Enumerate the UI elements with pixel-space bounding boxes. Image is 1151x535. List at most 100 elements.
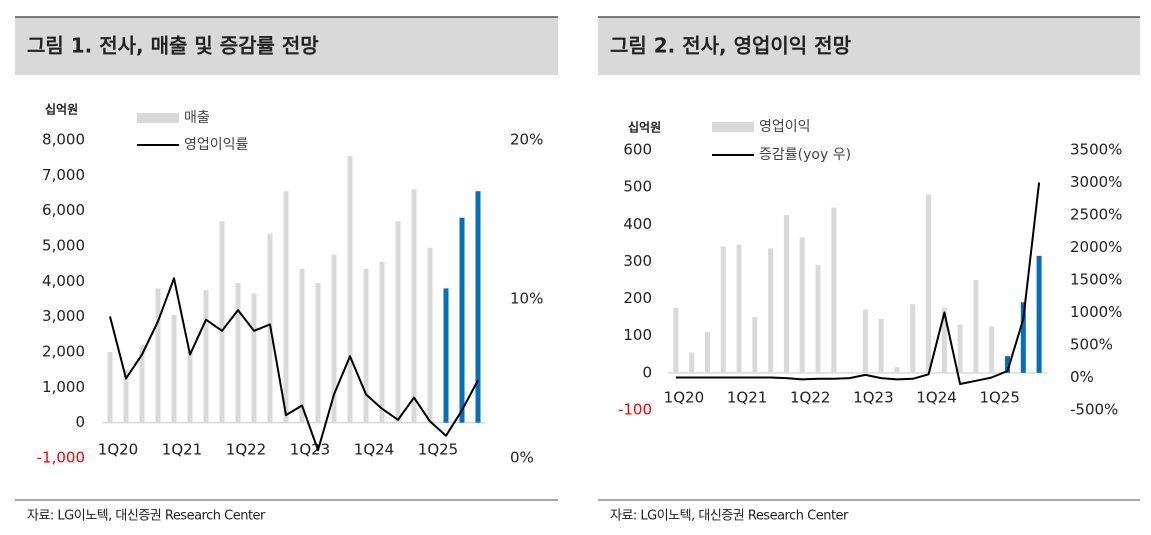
y-tick-label: 0: [642, 363, 652, 381]
chart-title: 그림 2. 전사, 영업이익 전망: [610, 34, 852, 58]
bar: [251, 293, 257, 423]
bar: [704, 332, 710, 373]
x-tick-label: 1Q21: [727, 389, 767, 407]
unit-label: 십억원: [628, 120, 661, 135]
bar: [443, 288, 449, 423]
y-tick-label: 400: [623, 215, 652, 233]
x-tick-label: 1Q20: [664, 389, 704, 407]
y-tick-label: 300: [623, 252, 652, 270]
bar: [203, 290, 209, 423]
bar: [768, 248, 774, 373]
y2-tick-label: 3000%: [1070, 173, 1122, 191]
bar: [459, 217, 465, 423]
y-tick-label: 100: [623, 326, 652, 344]
y-tick-label: -100: [618, 401, 652, 419]
legend-label: 영업이익률: [184, 137, 249, 153]
y2-tick-label: 3500%: [1070, 141, 1122, 159]
bar: [720, 246, 726, 373]
x-tick-label: 1Q23: [853, 389, 893, 407]
bar: [862, 309, 868, 373]
bar: [799, 237, 805, 373]
y-tick-label: 3,000: [42, 307, 85, 325]
legend-label: 영업이익: [759, 119, 811, 135]
bar: [299, 268, 305, 423]
unit-label: 십억원: [45, 102, 78, 117]
y-tick-label: 2,000: [42, 343, 85, 361]
bar: [219, 221, 225, 423]
y-tick-label: 1,000: [42, 378, 85, 396]
bar: [107, 352, 113, 423]
bar: [427, 247, 433, 423]
bar: [283, 191, 289, 423]
bar: [395, 221, 401, 423]
bar: [752, 317, 758, 373]
bar: [1005, 356, 1011, 373]
legend-label: 매출: [184, 110, 210, 126]
y2-tick-label: 500%: [1070, 336, 1113, 354]
bar: [411, 189, 417, 423]
bar: [831, 207, 837, 373]
y-tick-label: 500: [623, 178, 652, 196]
y-tick-label: 7,000: [42, 166, 85, 184]
x-tick-label: 1Q25: [418, 441, 458, 459]
bar: [171, 314, 177, 423]
bar: [347, 155, 353, 423]
y-tick-label: 600: [623, 141, 652, 159]
x-tick-label: 1Q24: [354, 441, 394, 459]
bar: [379, 261, 385, 423]
line-series: [109, 277, 479, 452]
bar: [331, 254, 337, 423]
bar: [1020, 302, 1026, 373]
bar: [123, 369, 129, 423]
bar: [139, 344, 145, 423]
bar: [363, 268, 369, 423]
x-tick-label: 1Q21: [162, 441, 202, 459]
y2-tick-label: 1000%: [1070, 303, 1122, 321]
y2-tick-label: 2000%: [1070, 238, 1122, 256]
legend-swatch: [137, 113, 179, 123]
bar: [941, 307, 947, 373]
y-tick-label: 5,000: [42, 237, 85, 255]
y-tick-label: -1,000: [37, 449, 85, 467]
bar: [155, 288, 161, 423]
bar: [673, 307, 679, 373]
bar: [989, 326, 995, 373]
bar: [736, 244, 742, 373]
y-tick-label: 8,000: [42, 131, 85, 149]
x-tick-label: 1Q22: [790, 389, 830, 407]
source: 자료: LG이노텍, 대신증권 Research Center: [610, 509, 849, 524]
header-bar: [598, 17, 1140, 75]
bar: [315, 283, 321, 423]
x-tick-label: 1Q22: [226, 441, 266, 459]
y2-tick-label: -500%: [1070, 401, 1118, 419]
bar: [815, 265, 821, 373]
legend-label: 증감률(yoy 우): [759, 147, 851, 163]
bar: [926, 194, 932, 373]
bar: [235, 283, 241, 423]
bar: [957, 324, 963, 373]
bar: [910, 304, 916, 373]
bar: [1036, 255, 1042, 373]
source: 자료: LG이노텍, 대신증권 Research Center: [27, 509, 266, 524]
x-tick-label: 1Q23: [290, 441, 330, 459]
x-tick-label: 1Q25: [980, 389, 1020, 407]
bar: [847, 371, 853, 373]
y2-tick-label: 0%: [1070, 368, 1094, 386]
y2-tick-label: 1500%: [1070, 271, 1122, 289]
y-tick-label: 200: [623, 289, 652, 307]
y2-tick-label: 20%: [510, 131, 543, 149]
line-series: [675, 182, 1041, 385]
y2-tick-label: 0%: [510, 449, 534, 467]
header-bar: [15, 17, 558, 75]
y2-tick-label: 2500%: [1070, 206, 1122, 224]
bar: [894, 367, 900, 373]
y-tick-label: 4,000: [42, 272, 85, 290]
x-tick-label: 1Q24: [916, 389, 956, 407]
y-tick-label: 0: [75, 413, 85, 431]
bar: [878, 319, 884, 373]
x-tick-label: 1Q20: [98, 441, 138, 459]
bar: [973, 280, 979, 373]
chart-title: 그림 1. 전사, 매출 및 증감률 전망: [27, 34, 319, 58]
